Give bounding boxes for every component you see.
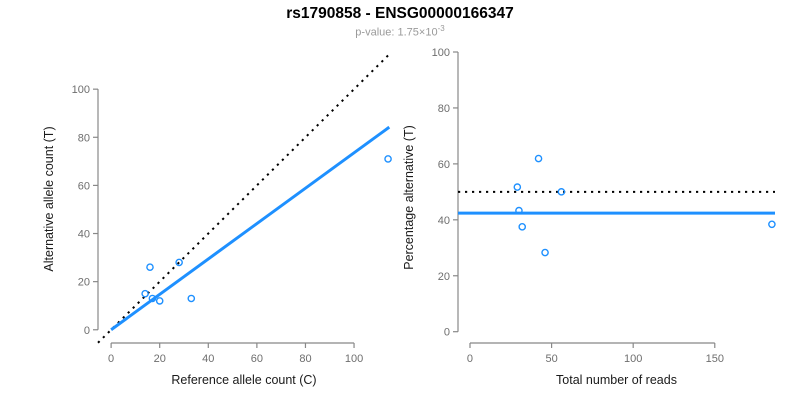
y-tick-label: 80	[78, 132, 90, 144]
x-tick-label: 80	[299, 353, 311, 365]
chart-title: rs1790858 - ENSG00000166347	[286, 5, 514, 22]
allele-counts-scatter: 0 20 40 60 80 100 0 20 40 60 80 100 Reference allele…	[42, 54, 392, 387]
y-tick-label: 100	[432, 47, 450, 59]
data-point	[187, 294, 196, 303]
x-axis-title: Reference allele count (C)	[171, 373, 316, 387]
observed-ratio-fit-line	[110, 125, 391, 331]
y-tick-label: 0	[444, 327, 450, 339]
data-point	[768, 220, 776, 229]
x-tick-label: 0	[108, 353, 114, 365]
data-point	[557, 188, 566, 196]
x-axis-title: Total number of reads	[556, 373, 677, 387]
data-point	[155, 297, 164, 305]
y-tick-label: 40	[78, 229, 90, 241]
x-tick-label: 100	[624, 353, 642, 365]
chart-subtitle: p-value: 1.75×10-3	[0, 24, 800, 39]
y-axis-title: Alternative allele count (T)	[42, 126, 56, 271]
y-tick-label: 20	[438, 271, 450, 283]
data-point	[146, 263, 154, 272]
x-tick-label: 60	[251, 353, 263, 365]
data-point	[148, 294, 157, 303]
x-tick-label: 20	[154, 353, 166, 365]
y-tick-label: 0	[84, 325, 90, 337]
y-tick-label: 100	[72, 84, 90, 96]
x-tick-label: 150	[706, 353, 724, 365]
data-point	[384, 155, 392, 163]
y-tick-label: 80	[438, 103, 450, 115]
data-point	[515, 206, 523, 215]
data-point	[141, 289, 149, 298]
y-tick-label: 20	[78, 277, 90, 289]
data-point	[518, 223, 527, 231]
data-point	[175, 258, 183, 267]
percentage-vs-coverage-scatter: 0 20 40 60 80 100 0 50 100 150 Total number of rea…	[402, 47, 776, 387]
data-point	[541, 248, 549, 257]
y-tick-label: 40	[438, 215, 450, 227]
pvalue-exponent: -3	[437, 24, 445, 33]
y-tick-label: 60	[78, 180, 90, 192]
data-point	[534, 154, 543, 163]
y-axis-title: Percentage alternative (T)	[402, 125, 416, 270]
x-tick-label: 50	[545, 353, 557, 365]
x-tick-label: 40	[202, 353, 214, 365]
data-point	[513, 183, 522, 191]
pvalue-text: p-value: 1.75×10	[355, 26, 438, 39]
expected-50pct-identity-line	[97, 54, 390, 344]
x-tick-label: 100	[345, 353, 363, 365]
y-tick-label: 60	[438, 159, 450, 171]
x-tick-label: 0	[467, 353, 473, 365]
